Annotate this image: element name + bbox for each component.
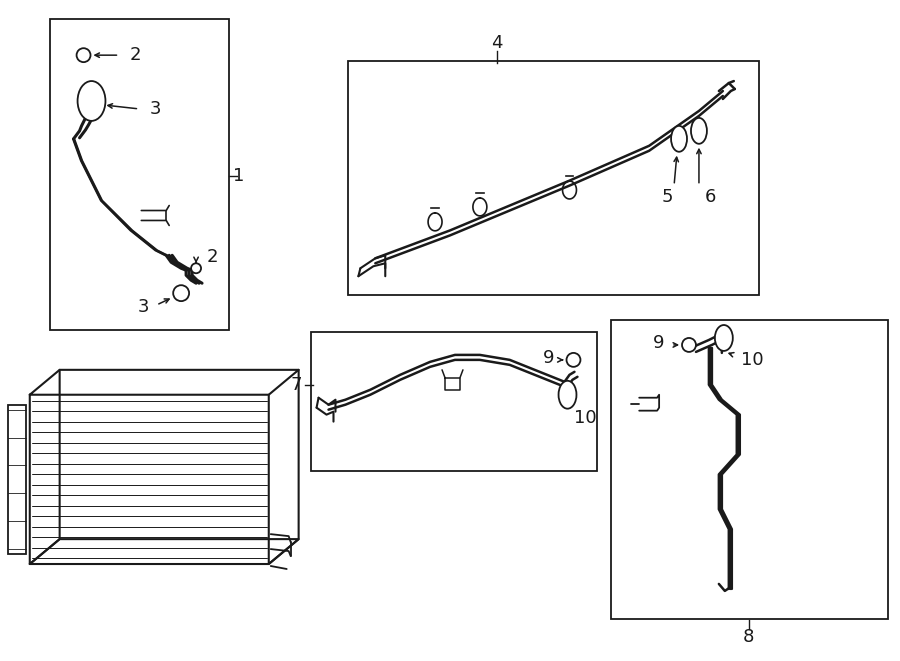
Text: 10: 10 [741, 351, 763, 369]
Circle shape [173, 285, 189, 301]
Bar [348, 61, 759, 295]
Text: 2: 2 [130, 46, 141, 64]
Text: 2: 2 [207, 249, 219, 266]
Text: 4: 4 [491, 34, 502, 52]
Ellipse shape [715, 325, 733, 351]
Text: 1: 1 [233, 167, 245, 184]
Bar [611, 320, 888, 619]
Text: 3: 3 [138, 298, 149, 316]
Circle shape [566, 353, 580, 367]
Bar [50, 19, 229, 330]
Circle shape [682, 338, 696, 352]
Text: 10: 10 [574, 408, 597, 426]
Bar [8, 405, 26, 554]
Text: 6: 6 [706, 188, 716, 206]
Text: 7: 7 [291, 375, 302, 394]
Text: 9: 9 [543, 349, 554, 367]
Text: 3: 3 [149, 100, 161, 118]
Ellipse shape [77, 81, 105, 121]
Text: 9: 9 [652, 334, 664, 352]
Ellipse shape [691, 118, 707, 144]
Bar [310, 332, 598, 471]
Circle shape [191, 263, 201, 273]
Circle shape [76, 48, 91, 62]
Ellipse shape [559, 381, 577, 408]
Text: 5: 5 [662, 188, 673, 206]
Ellipse shape [671, 126, 687, 152]
Text: 8: 8 [743, 628, 754, 646]
